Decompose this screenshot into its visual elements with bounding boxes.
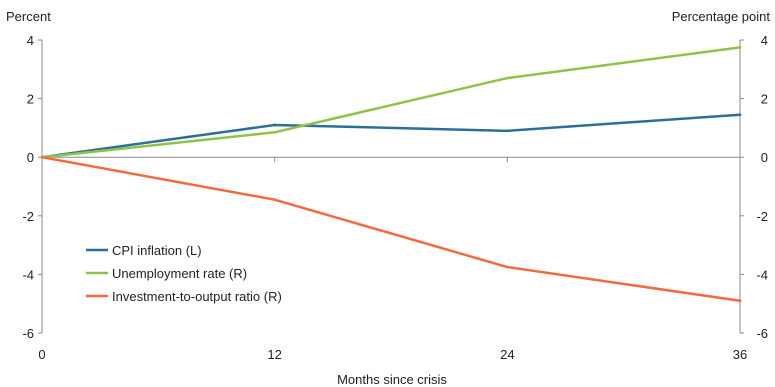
right-y-tick-label: -2: [756, 209, 768, 224]
data-point: [506, 76, 509, 80]
data-point: [273, 123, 276, 127]
series-line-2: [40, 46, 742, 159]
right-y-tick-label: -6: [756, 326, 768, 341]
x-tick-label: 24: [500, 347, 514, 362]
left-y-tick-label: -4: [22, 267, 34, 282]
x-tick-label: 12: [267, 347, 281, 362]
legend: CPI inflation (L) Unemployment rate (R) In…: [86, 243, 282, 304]
x-tick-label: 36: [733, 347, 747, 362]
left-y-tick-label: 4: [27, 33, 34, 48]
legend-entry: Investment-to-output ratio (R): [112, 289, 282, 304]
data-point: [738, 46, 742, 49]
data-point: [738, 299, 742, 303]
left-y-tick-label: 2: [27, 92, 34, 107]
left-y-tick-label: -6: [22, 326, 34, 341]
right-y-tick-label: 0: [761, 150, 768, 165]
right-y-tick-label: 2: [761, 92, 768, 107]
data-point: [40, 155, 44, 159]
x-axis-title: Months since crisis: [337, 372, 447, 387]
data-point: [738, 113, 742, 117]
right-y-tick-label: 4: [761, 33, 768, 48]
right-axis-unit: Percentage point: [672, 9, 771, 24]
series-lines: [40, 46, 742, 303]
left-y-tick-label: -2: [22, 209, 34, 224]
axes: [38, 39, 744, 334]
right-y-tick-label: -4: [756, 267, 768, 282]
series-line-1: [40, 113, 742, 159]
data-point: [273, 130, 276, 134]
data-point: [273, 198, 276, 201]
legend-entry: Unemployment rate (R): [112, 266, 247, 281]
x-tick-label: 0: [38, 347, 45, 362]
data-point: [506, 129, 509, 133]
tick-labels: 4 4 2 2 0 0 -2 -2 -4 -4 -6 -6 0 12 24 36: [22, 33, 768, 362]
legend-entry: CPI inflation (L): [112, 243, 202, 258]
left-y-tick-label: 0: [27, 150, 34, 165]
data-point: [506, 265, 509, 269]
series-line-3: [40, 155, 742, 303]
left-axis-unit: Percent: [6, 9, 51, 24]
